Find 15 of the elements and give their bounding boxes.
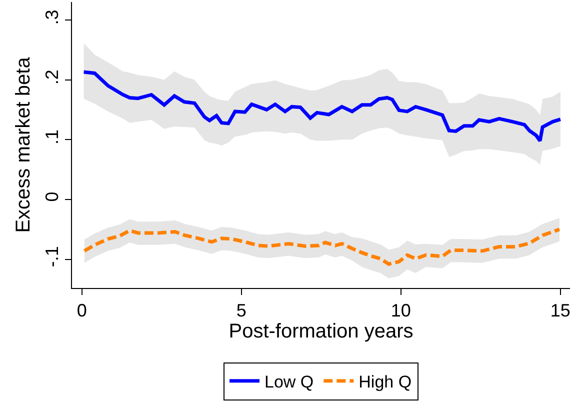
legend-label: High Q bbox=[358, 372, 412, 392]
line-series bbox=[82, 228, 562, 266]
x-tick-label: 15 bbox=[550, 300, 570, 321]
x-tick-label: 0 bbox=[76, 300, 87, 321]
y-tick-label: .2 bbox=[42, 70, 62, 85]
y-axis-title: Excess market beta bbox=[12, 56, 34, 233]
x-axis-title: Post-formation years bbox=[228, 320, 414, 343]
y-tick-label: 0 bbox=[42, 192, 62, 202]
y-tick-label: .3 bbox=[42, 10, 62, 25]
y-tick-label: .1 bbox=[42, 129, 62, 144]
x-tick-label: 10 bbox=[390, 300, 411, 321]
line-series bbox=[82, 70, 562, 143]
x-tick-label: 5 bbox=[236, 300, 246, 321]
legend-label: Low Q bbox=[264, 372, 314, 392]
y-tick-label: -.1 bbox=[42, 246, 62, 268]
